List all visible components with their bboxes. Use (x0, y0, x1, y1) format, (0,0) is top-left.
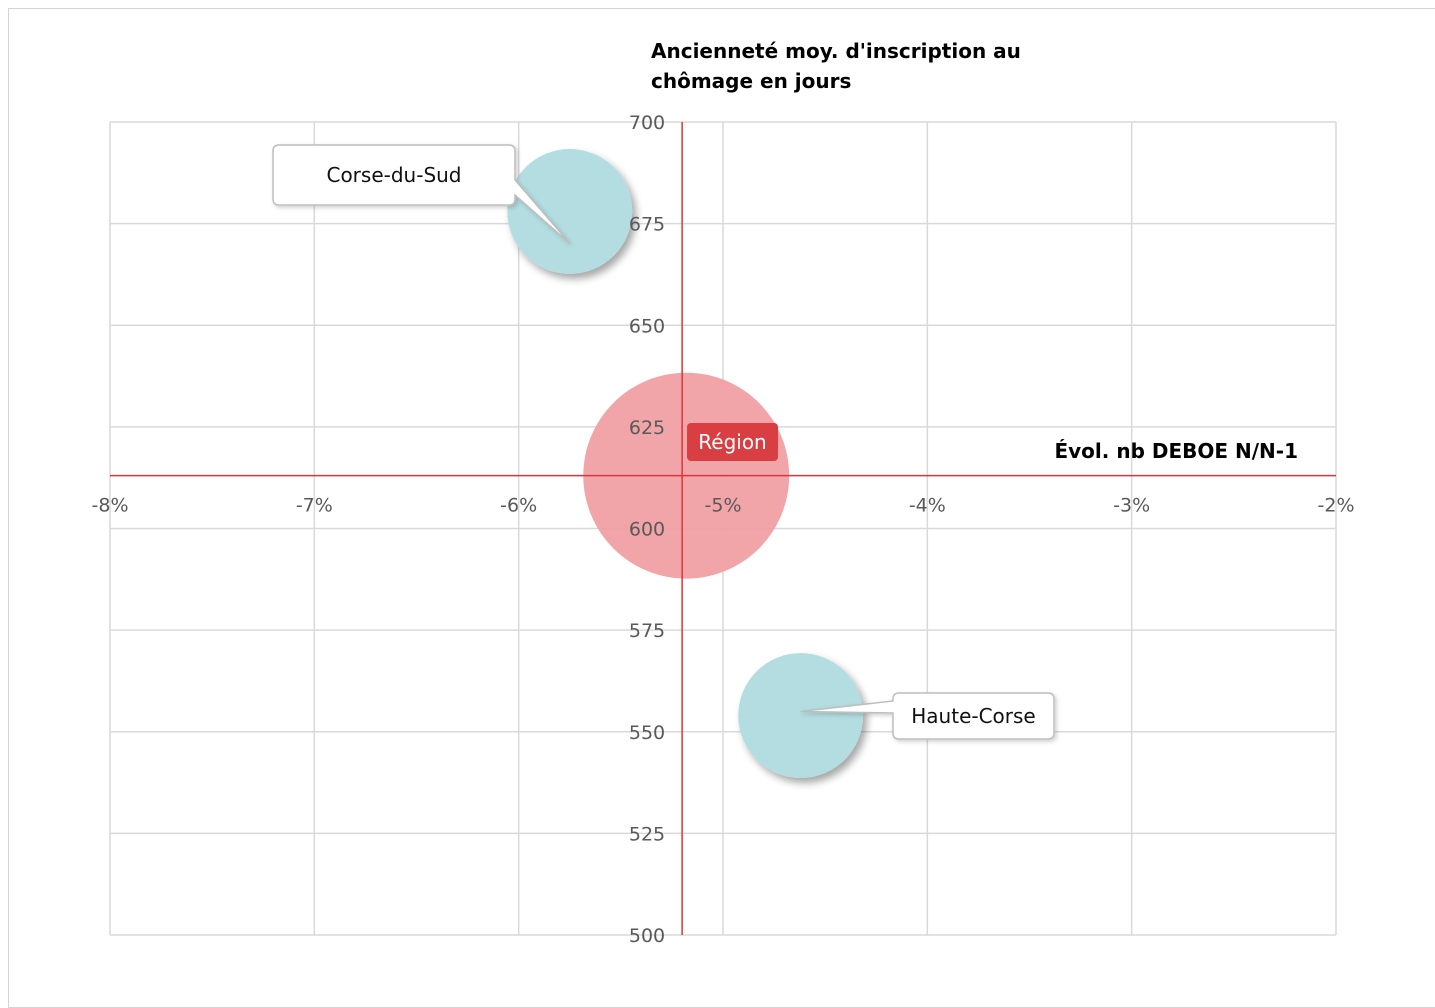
bubble-corse-du-sud (507, 149, 633, 274)
callout-box-1 (800, 692, 1055, 740)
x-axis-title: Évol. nb DEBOE N/N-1 (1054, 439, 1298, 463)
y-tick-label-8: 700 (629, 112, 665, 134)
y-axis-title-line-2: chômage en jours (651, 69, 851, 93)
x-tick-label-1: -7% (296, 495, 333, 517)
axis-titles: Ancienneté moy. d'inscription au chômage… (651, 39, 1298, 463)
callout-haute-corse: Haute-Corse (800, 692, 1055, 740)
x-tick-label-4: -4% (909, 495, 946, 517)
bubbles (507, 149, 864, 778)
y-tick-label-2: 550 (629, 722, 665, 744)
callout-label-1: Haute-Corse (911, 704, 1035, 728)
region-label-text: Région (698, 430, 766, 454)
y-tick-label-7: 675 (629, 214, 665, 236)
region-label: Région (687, 423, 778, 461)
x-tick-label-3: -5% (705, 495, 742, 517)
y-axis-title-line-1: Ancienneté moy. d'inscription au (651, 39, 1021, 63)
bubble-haute-corse (738, 653, 864, 778)
x-tick-label-2: -6% (500, 495, 537, 517)
x-tick-label-5: -3% (1113, 495, 1150, 517)
region-label-bg (687, 423, 778, 461)
callout-label-0: Corse-du-Sud (326, 163, 461, 187)
y-tick-label-1: 525 (629, 823, 665, 845)
labels: -8% -7% -6% -5% -4% -3% -2% 500 525 550 575 600 625 6… (92, 112, 1355, 947)
x-tick-label-6: -2% (1318, 495, 1355, 517)
x-tick-label-0: -8% (92, 495, 129, 517)
y-tick-label-4: 600 (629, 519, 665, 541)
axes (110, 122, 1336, 935)
y-tick-label-5: 625 (629, 417, 665, 439)
y-tick-label-0: 500 (629, 925, 665, 947)
callout-box-0 (272, 144, 571, 244)
y-tick-label-3: 575 (629, 620, 665, 642)
y-tick-label-6: 650 (629, 315, 665, 337)
callout-corse-du-sud: Corse-du-Sud (272, 144, 571, 244)
